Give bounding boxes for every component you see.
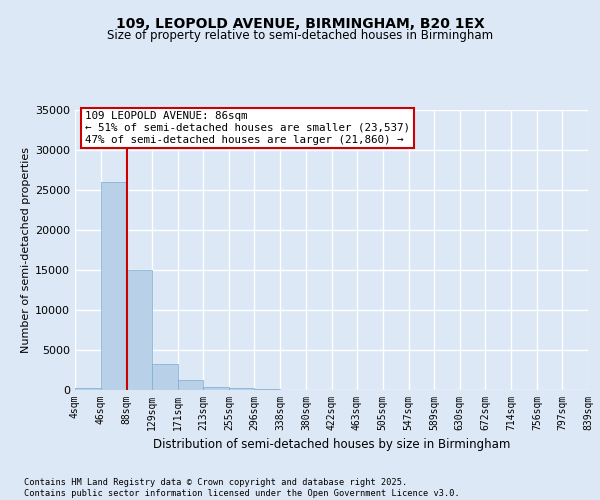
Bar (75, 388, 101, 390)
Text: 109, LEOPOLD AVENUE, BIRMINGHAM, B20 1EX: 109, LEOPOLD AVENUE, BIRMINGHAM, B20 1EX (116, 18, 484, 32)
X-axis label: Distribution of semi-detached houses by size in Birmingham: Distribution of semi-detached houses by … (153, 438, 510, 452)
Bar (229, 388, 254, 390)
Bar (101, 182, 127, 390)
Text: Contains HM Land Registry data © Crown copyright and database right 2025.
Contai: Contains HM Land Registry data © Crown c… (24, 478, 460, 498)
Bar (254, 389, 280, 390)
Bar (178, 380, 203, 390)
Bar (203, 387, 229, 390)
Y-axis label: Number of semi-detached properties: Number of semi-detached properties (21, 147, 31, 353)
Bar (127, 270, 152, 390)
Bar (152, 364, 178, 390)
Text: 109 LEOPOLD AVENUE: 86sqm
← 51% of semi-detached houses are smaller (23,537)
47%: 109 LEOPOLD AVENUE: 86sqm ← 51% of semi-… (85, 112, 410, 144)
Text: Size of property relative to semi-detached houses in Birmingham: Size of property relative to semi-detach… (107, 29, 493, 42)
